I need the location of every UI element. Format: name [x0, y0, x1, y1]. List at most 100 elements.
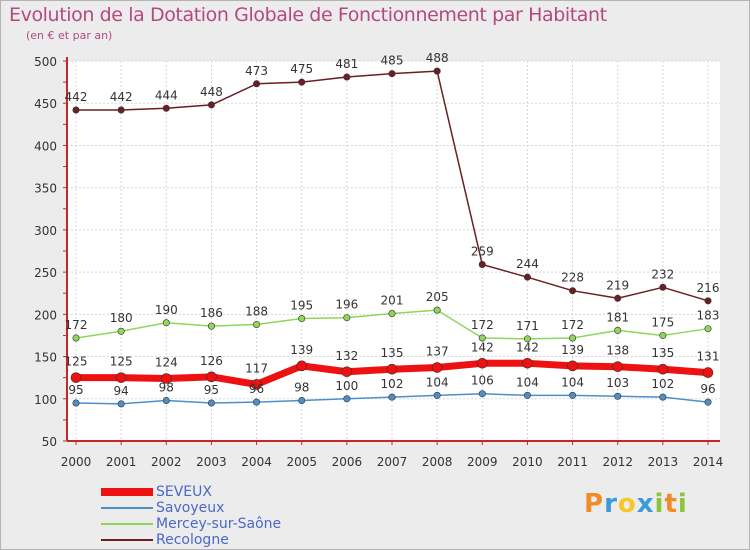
y-tick-label: 350 — [34, 182, 57, 196]
logo-letter: r — [604, 489, 618, 519]
data-point-mercey-sur-saone — [343, 314, 351, 322]
data-point-savoyeux — [704, 398, 712, 406]
x-tick-label: 2004 — [241, 455, 272, 469]
data-label-seveux: 125 — [65, 355, 88, 369]
data-label-savoyeux: 95 — [204, 383, 219, 397]
data-point-recologne — [659, 283, 667, 291]
legend-swatch — [101, 539, 153, 541]
x-tick-label: 2013 — [648, 455, 679, 469]
y-tick-label: 450 — [34, 97, 57, 111]
data-label-savoyeux: 95 — [68, 383, 83, 397]
data-point-mercey-sur-saone — [162, 319, 170, 327]
data-label-seveux: 137 — [426, 345, 449, 359]
data-label-mercey-sur-saone: 195 — [290, 299, 313, 313]
data-label-mercey-sur-saone: 186 — [200, 306, 223, 320]
data-point-mercey-sur-saone — [207, 322, 215, 330]
data-point-recologne — [117, 106, 125, 114]
data-point-mercey-sur-saone — [478, 334, 486, 342]
x-tick-label: 2011 — [557, 455, 588, 469]
data-label-savoyeux: 94 — [114, 384, 129, 398]
data-point-savoyeux — [253, 398, 261, 406]
legend-label: Savoyeux — [156, 500, 225, 516]
data-label-mercey-sur-saone: 188 — [245, 304, 268, 318]
y-tick-label: 300 — [34, 224, 57, 238]
logo-letter: t — [664, 489, 678, 519]
data-point-recologne — [298, 78, 306, 86]
data-point-savoyeux — [433, 391, 441, 399]
data-point-seveux — [115, 372, 127, 383]
legend-label: Mercey-sur-Saône — [156, 516, 282, 532]
data-point-seveux — [522, 358, 533, 369]
data-point-recologne — [569, 287, 577, 295]
data-label-seveux: 139 — [290, 343, 313, 357]
x-tick-label: 2005 — [286, 455, 317, 469]
data-point-savoyeux — [343, 395, 351, 403]
data-point-seveux — [567, 360, 578, 372]
data-label-recologne: 216 — [697, 281, 720, 295]
data-point-seveux — [296, 360, 308, 372]
data-label-recologne: 442 — [110, 90, 133, 104]
data-point-recologne — [343, 73, 351, 81]
data-point-seveux — [70, 372, 82, 383]
data-point-mercey-sur-saone — [433, 306, 441, 314]
data-point-savoyeux — [659, 393, 667, 401]
x-tick-label: 2012 — [602, 455, 633, 469]
logo-letter: i — [654, 489, 665, 519]
data-point-recologne — [72, 106, 80, 114]
data-label-savoyeux: 100 — [335, 379, 358, 393]
data-label-savoyeux: 104 — [426, 375, 449, 389]
chart-title: Evolution de la Dotation Globale de Fonc… — [9, 4, 607, 26]
data-label-savoyeux: 96 — [700, 382, 715, 396]
data-point-mercey-sur-saone — [388, 309, 396, 317]
data-point-seveux — [341, 366, 353, 378]
legend-label: SEVEUX — [156, 484, 212, 500]
x-tick-label: 2006 — [332, 455, 363, 469]
y-tick-label: 400 — [34, 139, 57, 153]
x-tick-label: 2014 — [693, 455, 724, 469]
data-label-seveux: 131 — [697, 350, 720, 364]
data-label-recologne: 488 — [426, 51, 449, 65]
legend-swatch — [101, 488, 153, 496]
data-label-savoyeux: 102 — [381, 377, 404, 391]
data-point-mercey-sur-saone — [117, 327, 125, 335]
legend-swatch — [101, 507, 153, 509]
data-point-savoyeux — [117, 400, 125, 408]
data-label-recologne: 485 — [381, 54, 404, 68]
data-label-mercey-sur-saone: 171 — [516, 319, 539, 333]
data-point-savoyeux — [207, 399, 215, 407]
data-label-recologne: 228 — [561, 271, 584, 285]
data-point-mercey-sur-saone — [659, 331, 667, 339]
data-label-recologne: 244 — [516, 257, 539, 271]
y-tick-label: 150 — [34, 351, 57, 365]
data-label-recologne: 444 — [155, 88, 178, 102]
data-point-mercey-sur-saone — [569, 334, 577, 342]
data-point-savoyeux — [478, 390, 486, 398]
data-label-recologne: 473 — [245, 64, 268, 78]
data-label-seveux: 139 — [561, 343, 584, 357]
data-label-recologne: 259 — [471, 245, 494, 259]
data-label-recologne: 442 — [65, 90, 88, 104]
data-point-seveux — [702, 367, 714, 378]
data-point-savoyeux — [523, 391, 531, 399]
data-point-savoyeux — [162, 396, 170, 404]
data-point-mercey-sur-saone — [298, 315, 306, 323]
proxiti-logo: Proxiti — [584, 489, 688, 519]
logo-letter: x — [636, 489, 655, 519]
data-point-seveux — [476, 358, 488, 369]
data-point-seveux — [251, 379, 262, 390]
data-label-savoyeux: 102 — [651, 377, 674, 391]
data-label-seveux: 135 — [651, 346, 674, 360]
data-label-seveux: 126 — [200, 354, 223, 368]
data-label-recologne: 481 — [335, 57, 358, 71]
data-label-mercey-sur-saone: 172 — [471, 318, 494, 332]
data-label-mercey-sur-saone: 180 — [110, 311, 133, 325]
y-tick-label: 100 — [34, 393, 57, 407]
y-tick-label: 250 — [34, 266, 57, 280]
data-label-seveux: 138 — [606, 344, 629, 358]
data-label-seveux: 135 — [381, 346, 404, 360]
data-point-recologne — [523, 273, 531, 281]
data-label-mercey-sur-saone: 181 — [606, 310, 629, 324]
data-label-savoyeux: 96 — [249, 382, 264, 396]
data-point-recologne — [253, 80, 261, 88]
